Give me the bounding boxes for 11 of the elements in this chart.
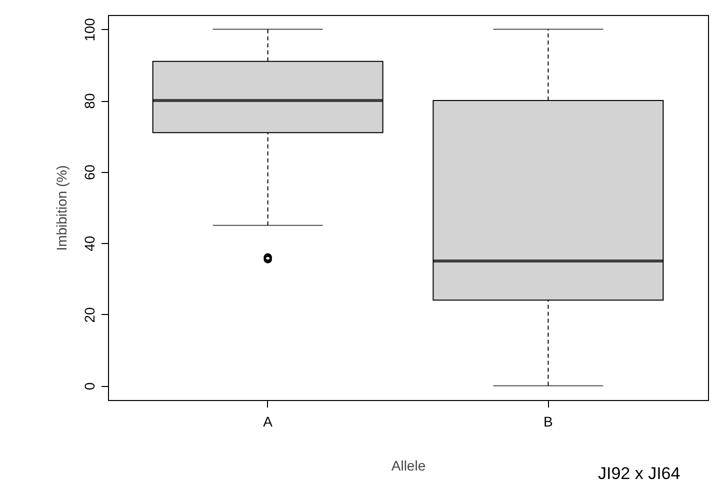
text: JI92 x JI64 <box>598 464 680 484</box>
y-tick-label: 80 <box>82 93 98 109</box>
y-tick-label: 20 <box>82 306 98 323</box>
y-tick-label: 40 <box>82 236 98 252</box>
y-tick-label: 100 <box>82 18 98 42</box>
x-tick-label: A <box>263 414 274 430</box>
x-tick-label: B <box>544 414 553 430</box>
y-tick-label: 0 <box>82 382 98 390</box>
x-axis-title: Allele <box>391 458 426 474</box>
y-tick-label: 60 <box>82 164 98 180</box>
y-axis-title: Imbibition (%) <box>54 165 70 251</box>
